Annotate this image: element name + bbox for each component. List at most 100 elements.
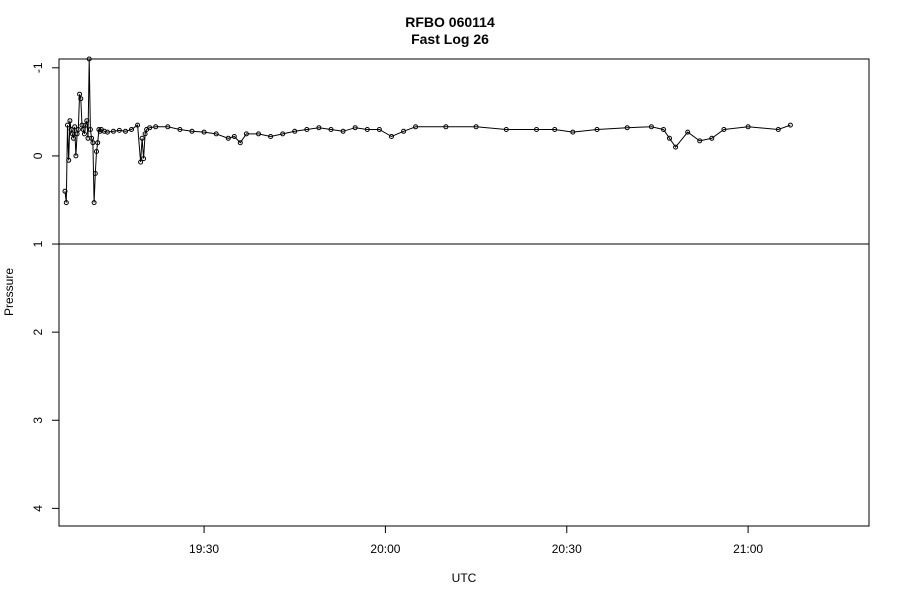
y-tick-label: 4 [31,505,45,512]
x-tick-label: 21:00 [733,542,763,556]
data-point [67,118,73,124]
data-point [91,200,97,206]
data-point [352,125,358,131]
plot-frame [58,58,870,527]
data-point [141,156,147,162]
data-point [594,127,600,132]
data-point [552,127,558,132]
data-point [80,127,86,132]
y-tick-label: 1 [31,240,45,247]
chart-title: RFBO 060114 [405,14,495,30]
data-point [661,127,666,132]
data-point [340,128,346,134]
x-tick-label: 20:30 [552,542,582,556]
data-point [87,127,93,132]
data-point [268,134,274,139]
data-point [104,129,110,135]
data-point [73,153,79,159]
data-point [225,135,231,141]
data-point [413,124,419,130]
data-point [376,127,382,132]
data-point [81,131,87,137]
data-point [304,127,310,132]
x-tick-label: 20:00 [370,542,400,556]
data-point [135,122,141,128]
data-point [389,134,394,139]
data-point [165,124,171,130]
data-point [90,140,96,146]
data-point [78,96,84,102]
data-point [231,134,237,139]
data-point [473,124,479,130]
data-point [75,127,81,132]
data-point [138,159,144,165]
data-point [685,129,691,135]
data-point [72,124,78,130]
data-point [237,140,243,146]
data-point [77,91,83,97]
x-axis: 19:30 20:00 20:30 21:00 [189,526,763,556]
data-point [177,127,183,132]
data-point [328,127,334,132]
data-point [292,128,298,134]
data-point [66,157,72,163]
data-point [624,125,630,131]
y-tick-label: 3 [31,417,45,424]
data-point [101,128,107,134]
data-point [116,127,122,133]
data-point [243,131,249,137]
data-point [673,144,679,150]
y-tick-label: 0 [31,152,45,159]
data-point [129,127,134,132]
data-point [503,127,509,132]
data-point [189,128,195,134]
data-point [721,127,727,132]
data-point [83,122,89,128]
data-point [92,171,98,176]
data-point [256,131,261,137]
data-point [74,131,80,137]
y-axis: -1 0 1 2 3 4 [31,62,59,512]
y-tick-label: -1 [31,62,45,73]
chart-subtitle: Fast Log 26 [411,31,489,47]
data-point [745,124,751,130]
y-tick-label: 2 [31,328,45,335]
series-line [64,58,791,203]
data-point [147,125,153,131]
data-point [110,128,116,134]
data-point [775,127,781,132]
data-point [63,200,69,206]
data-points [62,56,793,206]
data-point [201,129,207,135]
data-point [534,127,539,132]
data-point [787,122,793,128]
data-point [648,124,654,130]
data-point [667,135,672,141]
x-axis-label: UTC [452,571,477,585]
data-point [139,135,145,141]
data-point [364,127,370,132]
data-point [65,122,70,128]
data-point [123,128,128,134]
data-point [709,135,715,141]
data-point [401,128,407,134]
data-point [213,131,219,137]
data-point [153,124,159,130]
data-point [443,124,449,130]
data-point [86,56,92,62]
data-point [570,129,576,135]
data-point [94,149,99,154]
data-point [142,131,148,137]
data-point [316,125,322,131]
data-point [697,138,703,144]
y-axis-label: Pressure [2,268,16,316]
data-point [68,127,74,132]
data-point [62,188,68,194]
x-tick-label: 19:30 [189,542,219,556]
data-point [84,118,90,124]
data-point [89,135,95,141]
data-point [280,131,286,137]
data-point [69,131,75,137]
data-point [95,140,101,146]
